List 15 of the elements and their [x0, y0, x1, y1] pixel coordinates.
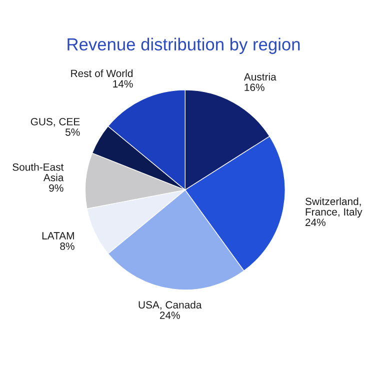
chart-title: Revenue distribution by region [68, 38, 300, 54]
data-label: 16% [244, 84, 264, 92]
data-label: 8% [60, 242, 74, 250]
data-label: 24% [306, 218, 326, 226]
slice-label: GUS, CEE [30, 118, 80, 127]
slice-label: Rest of World [71, 69, 133, 78]
slice-label: Austria [244, 72, 276, 81]
slice-label: South-East Asia [12, 163, 64, 182]
data-label: 5% [65, 128, 80, 136]
slice-label: LATAM [42, 232, 74, 240]
slice-label: USA, Canada [138, 300, 202, 310]
data-label: 9% [49, 184, 64, 192]
data-label: 24% [160, 312, 180, 319]
data-label: 14% [113, 80, 133, 88]
slice-label: Switzerland, France, Italy [305, 197, 362, 218]
